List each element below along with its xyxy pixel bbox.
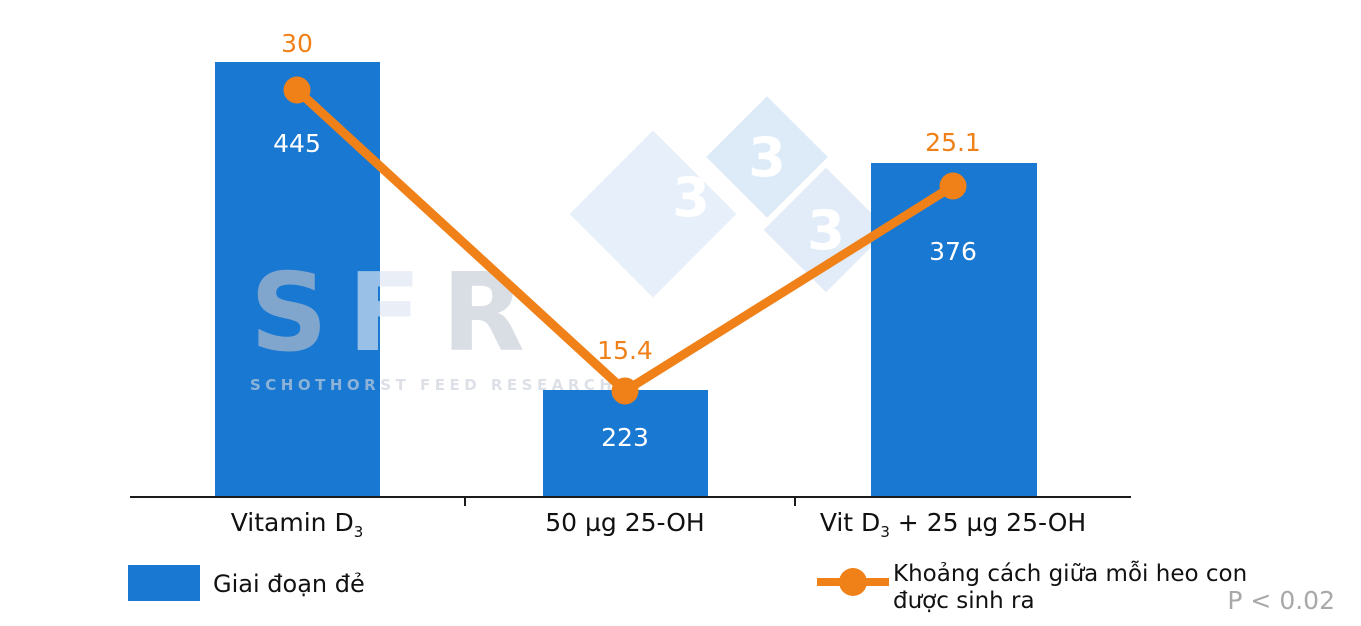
legend-line-label: Khoảng cách giữa mỗi heo con được sinh r… (893, 561, 1248, 614)
x-axis-tick (794, 498, 796, 506)
watermark-digit: 3 (807, 199, 845, 262)
bar-value-label: 445 (273, 129, 321, 158)
bar-vitamin-d3 (215, 62, 380, 497)
line-value-label: 15.4 (597, 336, 653, 365)
legend-line-marker (839, 568, 867, 596)
x-axis-label-vitd3-plus-25ug-25oh: Vit D3 + 25 µg 25-OH (819, 508, 1087, 541)
bar-vitd3-plus-25ug-25oh (871, 163, 1037, 497)
legend-bar-swatch (128, 565, 200, 601)
watermark-diamond (706, 96, 828, 218)
bar-value-label: 376 (929, 237, 977, 266)
p-value-annotation: P < 0.02 (1227, 586, 1335, 615)
watermark-diamond (569, 130, 737, 298)
bar-value-label: 223 (601, 423, 649, 452)
x-axis-line (130, 496, 1131, 498)
x-axis-label-50ug-25oh: 50 µg 25-OH (545, 508, 705, 537)
bar-50ug-25oh (543, 390, 708, 497)
x-axis-label-vitamin-d3: Vitamin D3 (230, 508, 364, 541)
line-value-label: 30 (281, 29, 313, 58)
watermark-digit: 3 (672, 166, 710, 229)
watermark-diamond (763, 167, 889, 293)
watermark-digit: 3 (748, 126, 786, 189)
legend-bar-label: Giai đoạn đẻ (213, 570, 365, 598)
x-axis-tick (464, 498, 466, 506)
line-value-label: 25.1 (925, 128, 981, 157)
